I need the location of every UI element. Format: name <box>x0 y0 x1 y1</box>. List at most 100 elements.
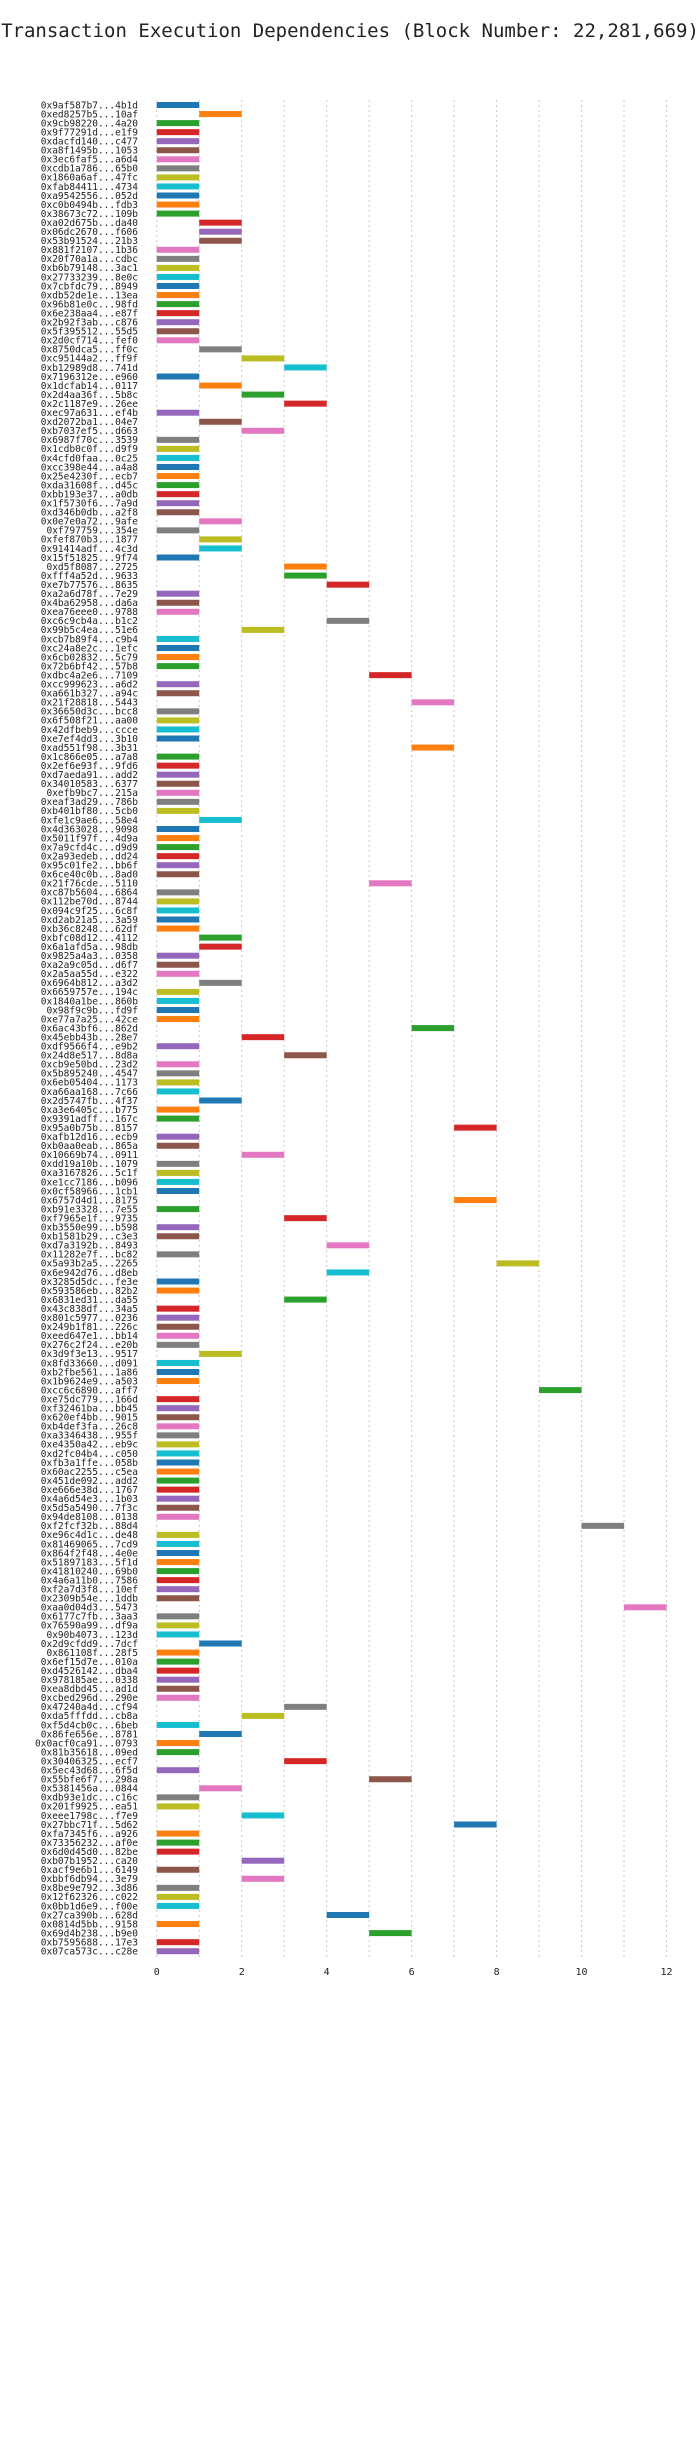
transaction-bar <box>156 1721 200 1728</box>
transaction-bar <box>156 1495 200 1502</box>
y-tick-label: 0x7196312e...e960 <box>41 372 139 383</box>
transaction-bar <box>241 1034 285 1041</box>
y-tick-label: 0x98f9c9b...fd9f <box>46 1005 138 1016</box>
y-tick-label: 0x249b1f81...226c <box>41 1322 138 1333</box>
y-tick-label: 0x1f5730f6...7a9d <box>41 499 138 510</box>
y-tick-label: 0x95c01fe2...bb6f <box>41 861 138 872</box>
y-tick-label: 0x201f9925...ea51 <box>41 1802 139 1813</box>
y-tick-label: 0x6ac43bf6...862d <box>41 1023 138 1034</box>
y-tick-label: 0x4cfd0faa...0c25 <box>41 453 138 464</box>
transaction-bar <box>156 120 200 127</box>
transaction-bar <box>284 400 327 407</box>
transaction-bar <box>199 1640 242 1647</box>
transaction-bar <box>156 1921 200 1928</box>
transaction-bar <box>156 310 200 317</box>
y-tick-label: 0x9825a4a3...0358 <box>41 951 139 962</box>
y-tick-label: 0x8be9e792...3d86 <box>41 1883 139 1894</box>
transaction-bar <box>156 889 200 896</box>
transaction-bar <box>156 192 200 199</box>
transaction-bar <box>156 1902 200 1909</box>
transaction-bar <box>156 753 200 760</box>
y-tick-label: 0x99b5c4ea...51e6 <box>41 625 139 636</box>
y-tick-label: 0x864f2f48...4e0e <box>41 1548 139 1559</box>
y-tick-label: 0xe96c4d1c...de48 <box>41 1530 139 1541</box>
y-tick-label: 0xa3e6405c...b775 <box>41 1105 138 1116</box>
y-tick-label: 0xed8257b5...10af <box>41 109 138 120</box>
transaction-bar <box>156 1595 200 1602</box>
transaction-bar <box>156 708 200 715</box>
y-tick-label: 0x20f70a1a...cdbc <box>41 254 138 265</box>
y-tick-label: 0x4d363028...9098 <box>41 824 139 835</box>
transaction-bar <box>156 1893 200 1900</box>
y-tick-label: 0xaa0d04d3...5473 <box>41 1603 138 1614</box>
y-tick-label: 0x6eb05404...1173 <box>41 1078 138 1089</box>
transaction-bar <box>156 1188 200 1194</box>
transaction-bar <box>156 1939 200 1946</box>
y-tick-label: 0x2d5747fb...4f37 <box>41 1096 138 1107</box>
y-tick-label: 0x6659757e...194c <box>41 987 138 998</box>
transaction-bar <box>156 1007 200 1013</box>
y-tick-label: 0x112be70d...8744 <box>41 897 139 908</box>
y-tick-label: 0x6cb02832...5c79 <box>41 652 139 663</box>
y-tick-label: 0x45ebb43b...28e7 <box>41 1032 138 1043</box>
y-tick-label: 0x3285d5dc...fe3e <box>41 1277 139 1288</box>
transaction-bar <box>496 1260 540 1267</box>
y-tick-label: 0x0e7e0a72...9afe <box>41 517 139 528</box>
transaction-bar <box>156 527 200 534</box>
transaction-bar <box>156 1224 200 1231</box>
y-tick-label: 0x95a0b75b...8157 <box>41 1123 138 1134</box>
x-tick-label: 8 <box>494 1967 500 1978</box>
transaction-bar <box>156 735 200 742</box>
transaction-bar <box>156 1106 200 1113</box>
y-tick-label: 0x451de092...add2 <box>41 1476 138 1487</box>
transaction-bar <box>156 1423 200 1430</box>
y-tick-label: 0xad551f98...3b31 <box>41 743 139 754</box>
transaction-bar <box>156 1667 200 1674</box>
y-axis-tick-labels: 0x9af587b7...4b1d0xed8257b5...10af0x9cb9… <box>35 100 138 1957</box>
y-tick-label: 0xa66aa168...7c66 <box>41 1087 139 1098</box>
y-tick-label: 0xd7a3192b...8493 <box>41 1241 138 1252</box>
transaction-bar <box>241 427 285 434</box>
y-tick-label: 0x96b81e0c...98fd <box>41 299 138 310</box>
transaction-bar <box>156 1767 200 1774</box>
y-tick-label: 0xb401bf80...5cb0 <box>41 806 139 817</box>
transaction-bar <box>156 1332 200 1339</box>
transaction-bar <box>156 1441 200 1448</box>
y-tick-label: 0x6e942d76...d8eb <box>41 1268 139 1279</box>
transaction-bar <box>411 1025 455 1032</box>
y-tick-label: 0xdd19a10b...1079 <box>41 1159 139 1170</box>
transaction-bar <box>156 264 200 271</box>
y-tick-label: 0x4a6a11b0...7586 <box>41 1575 139 1586</box>
y-tick-label: 0xf7965e1f...9735 <box>41 1213 138 1224</box>
transaction-bar <box>156 1830 200 1837</box>
transaction-bar <box>156 454 200 461</box>
y-tick-label: 0x6177c7fb...3aa3 <box>41 1612 138 1623</box>
y-tick-label: 0xa661b327...a94c <box>41 689 138 700</box>
transaction-bar <box>581 1522 625 1529</box>
transaction-bar <box>156 165 200 172</box>
transaction-bar <box>156 373 200 380</box>
transaction-bar <box>156 464 200 470</box>
y-tick-label: 0x43c838df...34a5 <box>41 1304 138 1315</box>
y-tick-label: 0x6e238aa4...e87f <box>41 308 138 319</box>
y-tick-label: 0x5f395512...55d5 <box>41 327 138 338</box>
transaction-bar <box>156 174 200 181</box>
y-tick-label: 0xeed647e1...bb14 <box>41 1331 139 1342</box>
transaction-bar <box>156 771 200 778</box>
transaction-bar <box>156 835 200 842</box>
transaction-bar <box>156 1016 200 1023</box>
y-tick-label: 0xfb3a1ffe...058b <box>41 1458 139 1469</box>
transaction-bar <box>199 219 242 226</box>
y-tick-label: 0x801c5977...0236 <box>41 1313 139 1324</box>
y-tick-label: 0xdb52de1e...13ea <box>41 290 138 301</box>
y-tick-label: 0x24d8e517...8d8a <box>41 1051 138 1062</box>
transaction-bar <box>156 156 200 163</box>
transaction-bar <box>284 1703 327 1710</box>
transaction-bar <box>411 744 455 751</box>
transaction-bar <box>326 581 370 588</box>
transaction-bar <box>156 798 200 805</box>
y-tick-label: 0x1860a6af...47fc <box>41 173 138 184</box>
y-tick-label: 0x6757d4d1...8175 <box>41 1195 138 1206</box>
transaction-bar <box>156 635 200 642</box>
transaction-bar <box>156 246 200 253</box>
